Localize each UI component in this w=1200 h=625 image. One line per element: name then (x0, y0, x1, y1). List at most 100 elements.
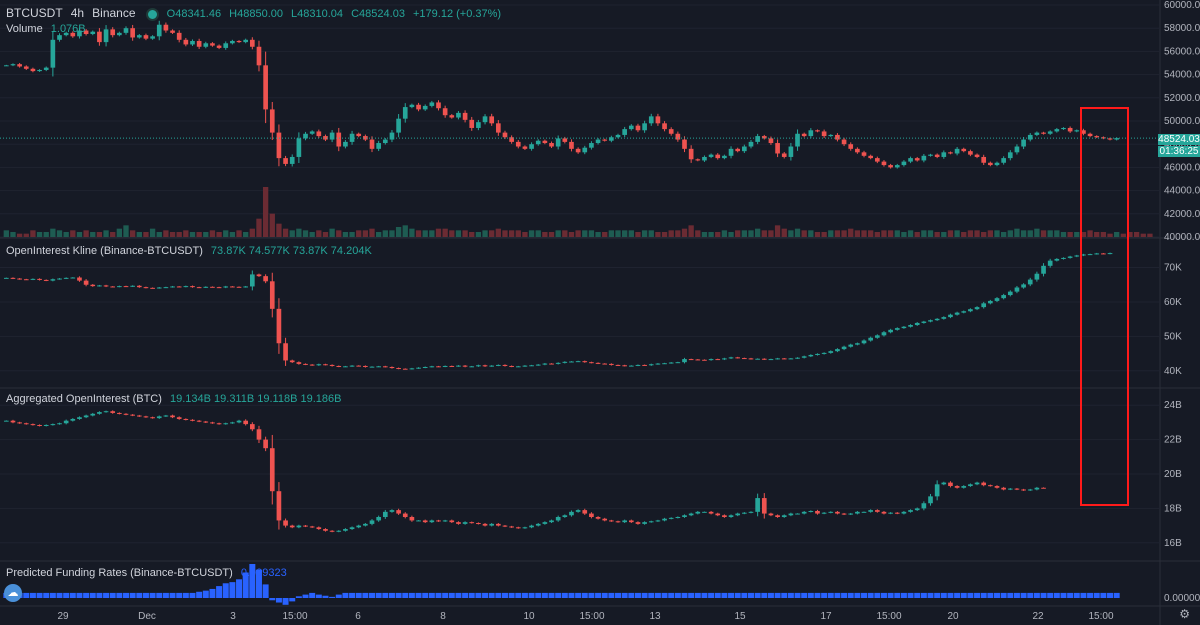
oi-candle (17, 278, 22, 280)
agg-oi-candle (609, 520, 614, 522)
agg-oi-candle (1034, 487, 1040, 490)
volume-bar (256, 218, 262, 237)
funding-bar (668, 592, 675, 598)
oi-candle (728, 357, 734, 359)
volume-bar (489, 230, 495, 237)
agg-oi-candle (908, 510, 913, 512)
agg-oi-candle (382, 511, 388, 517)
funding-bar (76, 592, 83, 598)
agg-oi-candle (941, 482, 947, 485)
agg-oi-candle (489, 523, 495, 526)
funding-bar (867, 592, 874, 598)
price-pane[interactable] (3, 20, 1120, 169)
volume-bar (382, 230, 388, 237)
oi-candle (436, 366, 441, 368)
agg-oi-candle (303, 525, 308, 527)
price-candle (555, 138, 561, 147)
agg-oi-candle (269, 448, 275, 492)
volume-bar (1007, 230, 1013, 237)
high-value: H48850.00 (229, 8, 283, 20)
volume-bar (887, 230, 894, 237)
volume-bar (954, 230, 960, 237)
oi-candle (901, 326, 907, 329)
status-dot-icon (145, 7, 159, 21)
oi-candle (382, 366, 388, 368)
funding-bar (774, 592, 781, 598)
agg-oi-candle (336, 530, 342, 532)
oi-candle (309, 364, 315, 366)
price-candle (589, 143, 594, 148)
volume-bar (276, 223, 282, 237)
agg-oi-candle (742, 512, 747, 514)
gear-icon[interactable]: ⚙ (1179, 607, 1190, 621)
oi-candle (77, 277, 82, 281)
funding-bar (156, 592, 163, 598)
symbol-name[interactable]: BTCUSDT (6, 6, 63, 20)
price-candle (456, 112, 461, 118)
agg-oi-candle (1014, 488, 1020, 490)
agg-oi-label[interactable]: Aggregated OpenInterest (BTC) (6, 393, 162, 405)
agg-oi-candle (575, 510, 581, 512)
oi-candle (103, 285, 109, 287)
oi-candle (1074, 255, 1080, 257)
price-candle (243, 39, 249, 43)
price-candle (668, 129, 674, 134)
funding-bar (123, 592, 129, 598)
interval[interactable]: 4h (70, 6, 85, 20)
oi-candle (3, 277, 9, 279)
oi-candle (609, 363, 614, 365)
volume-bar (83, 230, 89, 237)
price-candle (110, 29, 116, 36)
funding-label[interactable]: Predicted Funding Rates (Binance-BTCUSDT… (6, 567, 233, 579)
price-candle (1047, 131, 1053, 134)
agg-oi-candle (821, 512, 827, 514)
oi-kline-label[interactable]: OpenInterest Kline (Binance-BTCUSDT) (6, 245, 203, 257)
volume-bar (429, 230, 435, 237)
price-candle (1014, 146, 1020, 153)
price-candle (170, 30, 175, 33)
oi-candle (668, 362, 674, 364)
x-tick-label: 10 (523, 611, 535, 622)
agg-oi-candle (515, 527, 521, 529)
oi-candle (801, 356, 807, 358)
price-candle (941, 152, 947, 157)
price-candle (216, 45, 222, 48)
price-candle (708, 154, 714, 157)
y-tick-label: 46000.00 (1164, 162, 1200, 173)
volume-bar (356, 230, 362, 237)
volume-label[interactable]: Volume (6, 23, 43, 35)
aggregated-open-interest-pane[interactable] (3, 410, 1046, 533)
funding-bar (721, 592, 728, 598)
oi-candle (881, 332, 887, 336)
oi-candle (855, 343, 860, 345)
price-candle (642, 123, 647, 131)
oi-candle (948, 314, 953, 318)
agg-oi-candle (881, 511, 887, 514)
price-candle (469, 119, 475, 128)
price-candle (429, 102, 435, 106)
oi-candle (389, 367, 395, 369)
oi-candle (476, 365, 481, 367)
volume-bar (183, 230, 189, 237)
funding-bar (395, 592, 402, 598)
open-interest-kline-pane[interactable] (3, 252, 1113, 370)
price-candle (369, 139, 375, 149)
funding-bar (807, 592, 814, 598)
oi-candle (402, 368, 408, 370)
oi-candle (110, 286, 116, 288)
funding-bar (216, 586, 223, 598)
volume-bar (409, 228, 415, 237)
agg-oi-candle (83, 415, 89, 418)
price-candle (349, 133, 355, 142)
price-candle (190, 40, 195, 45)
agg-oi-candle (974, 482, 980, 485)
agg-oi-legend: Aggregated OpenInterest (BTC) 19.134B 19… (6, 392, 346, 406)
oi-candle (888, 329, 893, 333)
funding-rate-pane[interactable] (3, 564, 1120, 605)
funding-bar (1047, 592, 1054, 598)
volume-bar (309, 232, 315, 237)
funding-bar (927, 592, 934, 598)
price-candle (522, 146, 528, 149)
oi-candle (735, 357, 741, 359)
